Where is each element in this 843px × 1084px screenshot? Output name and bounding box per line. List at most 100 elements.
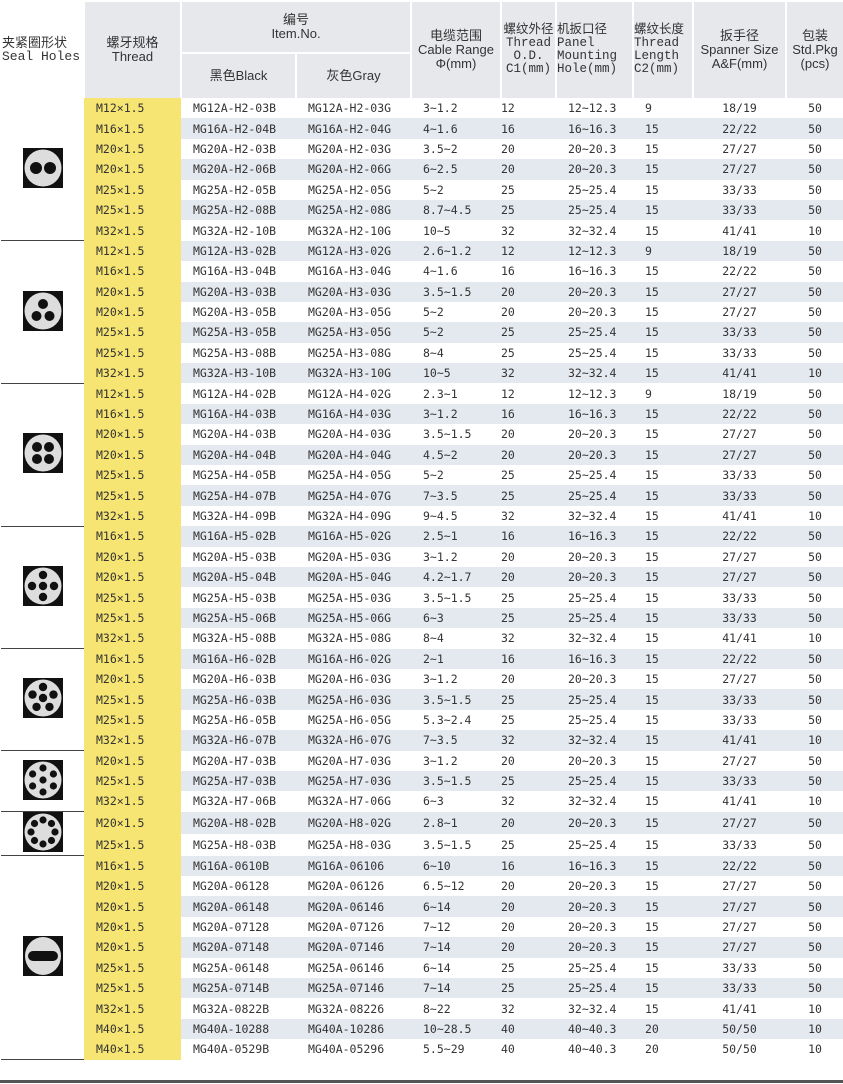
- panel-hole-cell: 25~25.4: [556, 485, 633, 506]
- cable-range-cell: 9~4.5: [423, 509, 458, 523]
- std-pkg-cell: 50: [786, 485, 843, 506]
- std-pkg-cell: 50: [786, 607, 843, 629]
- std-pkg-cell: 50: [786, 199, 843, 221]
- std-pkg-cell: 50: [786, 855, 843, 877]
- spanner-size-cell: 27/27: [693, 937, 786, 958]
- std-pkg-cell: 50: [786, 896, 843, 917]
- item-gray-cell: MG12A-H4-02G: [308, 386, 392, 401]
- spanner-size-cell: 27/27: [693, 159, 786, 180]
- thread-length-cell: 15: [645, 631, 659, 646]
- table-row: M32×1.5 MG32A-H3-10B MG32A-H3-10G 10~5 32 32~…: [1, 363, 843, 384]
- thread-length-cell: 15: [633, 281, 693, 302]
- item-black-cell: MG16A-0610B: [181, 855, 296, 877]
- thread-length-cell: 15: [633, 896, 693, 917]
- thread-length-cell: 15: [633, 730, 693, 751]
- thread-od-cell: 20: [501, 159, 556, 180]
- spanner-size-cell: 41/41: [722, 1001, 757, 1016]
- seal-holes-cell: [1, 98, 84, 242]
- thread-od-cell: 32: [501, 509, 515, 523]
- thread-length-cell: 9: [645, 101, 652, 116]
- cable-range-cell: 6~10: [411, 855, 501, 877]
- cable-range-cell: 4.5~2: [411, 444, 501, 466]
- cable-gland-spec-table: 夹紧圈形状 Seal Holes 螺牙规格 Thread 编号 Item.No. 电缆…: [0, 2, 843, 1061]
- item-gray-cell: MG20A-H2-03G: [308, 141, 392, 156]
- table-row: M20×1.5 MG20A-H4-03B MG20A-H4-03G 3.5~1.5 20…: [1, 424, 843, 445]
- table-row: M25×1.5 MG25A-H4-05B MG25A-H4-05G 5~2 25 25~2…: [1, 465, 843, 486]
- thread-cell: M20×1.5: [84, 301, 181, 323]
- thread-od-cell: 20: [501, 937, 556, 958]
- table-row: M32×1.5 MG32A-H2-10B MG32A-H2-10G 10~5 32 32~…: [1, 220, 843, 241]
- thread-length-cell: 15: [645, 837, 659, 852]
- panel-hole-cell: 32~32.4: [568, 223, 617, 238]
- thread-length-cell: 15: [633, 363, 693, 384]
- std-pkg-cell: 50: [786, 566, 843, 588]
- item-gray-cell: MG32A-08226: [308, 1001, 385, 1016]
- table-row: M20×1.5 MG20A-H2-06B MG20A-H2-06G 6~2.5 20 20…: [1, 159, 843, 180]
- cable-range-cell: 3~1.2: [423, 101, 458, 116]
- thread-od-cell: 40: [501, 1042, 515, 1057]
- item-black-cell: MG25A-H4-07B: [181, 485, 296, 506]
- table-row: M20×1.5 MG20A-07148 MG20A-07146 7~14 20 20~20…: [1, 937, 843, 958]
- spanner-size-cell: 22/22: [693, 855, 786, 877]
- item-black-cell: MG32A-0822B: [193, 1001, 270, 1016]
- thread-cell: M32×1.5: [84, 628, 181, 649]
- thread-cell: M32×1.5: [84, 730, 181, 751]
- cable-range-cell: 10~5: [411, 363, 501, 384]
- item-black-cell: MG20A-H4-04B: [181, 444, 296, 466]
- t: 电缆范围: [429, 28, 482, 43]
- spanner-size-cell: 50/50: [693, 1018, 786, 1040]
- spanner-size-cell: 41/41: [722, 631, 757, 646]
- item-gray-cell: MG25A-07146: [296, 978, 411, 999]
- thread-length-cell: 15: [633, 607, 693, 629]
- thread-cell: M25×1.5: [84, 709, 181, 731]
- thread-cell: M20×1.5: [84, 281, 181, 302]
- std-pkg-cell: 50: [786, 322, 843, 343]
- bottom-rule: [0, 1080, 843, 1083]
- header-cable-range: 电缆范围 Cable Range Φ(mm): [410, 2, 502, 98]
- panel-hole-cell: 20~20.3: [556, 159, 633, 180]
- table-row: M25×1.5 MG25A-H2-05B MG25A-H2-05G 5~2 25 25~2…: [1, 179, 843, 200]
- header-seal-holes: 夹紧圈形状 Seal Holes: [0, 2, 85, 98]
- seal-holes-cell: [1, 855, 84, 1061]
- item-black-cell: MG20A-06148: [181, 896, 296, 917]
- thread-od-cell: 20: [501, 879, 515, 894]
- spanner-size-cell: 22/22: [693, 403, 786, 425]
- table-row: M32×1.5 MG32A-H5-08B MG32A-H5-08G 8~4 32 32~3…: [1, 628, 843, 649]
- thread-length-cell: 15: [633, 444, 693, 466]
- t: Thread: [505, 36, 551, 50]
- std-pkg-cell: 50: [808, 305, 822, 320]
- thread-cell: M32×1.5: [84, 220, 181, 241]
- item-black-cell: MG12A-H4-02B: [193, 386, 277, 401]
- item-gray-cell: MG25A-H7-03G: [296, 770, 411, 792]
- spanner-size-cell: 33/33: [693, 485, 786, 506]
- std-pkg-cell: 50: [808, 182, 822, 197]
- thread-length-cell: 15: [645, 794, 659, 809]
- std-pkg-cell: 50: [786, 937, 843, 958]
- item-gray-cell: MG32A-H6-07G: [296, 730, 411, 751]
- thread-cell: M25×1.5: [84, 485, 181, 506]
- spanner-size-cell: 33/33: [693, 689, 786, 710]
- table-row: M25×1.5 MG25A-H6-05B MG25A-H6-05G 5.3~2.4 25…: [1, 709, 843, 731]
- seal-holes-cell: [1, 811, 84, 857]
- spanner-size-cell: 27/27: [722, 879, 757, 894]
- t: Std.Pkg: [792, 42, 838, 57]
- item-black-cell: MG20A-07128: [193, 920, 270, 935]
- item-black-cell: MG25A-H3-05B: [181, 322, 296, 343]
- thread-od-cell: 20: [501, 427, 515, 442]
- thread-length-cell: 15: [645, 468, 659, 483]
- cable-range-cell: 6~3: [411, 607, 501, 629]
- thread-length-cell: 15: [633, 689, 693, 710]
- item-black-cell: MG25A-H8-03B: [193, 837, 277, 852]
- t: C2(mm): [634, 62, 680, 76]
- table-row: M25×1.5 MG25A-H6-03B MG25A-H6-03G 3.5~1.5 25…: [1, 689, 843, 710]
- cable-range-cell: 4~1.6: [411, 118, 501, 139]
- spanner-size-cell: 27/27: [693, 281, 786, 302]
- spanner-size-cell: 33/33: [722, 960, 757, 975]
- header-item-en: Item.No.: [271, 26, 321, 41]
- spanner-size-cell: 41/41: [722, 509, 757, 523]
- spanner-size-cell: 22/22: [693, 526, 786, 547]
- spanner-size-cell: 22/22: [693, 118, 786, 139]
- table-row: M20×1.5 MG20A-H5-04B MG20A-H5-04G 4.2~1.7 20…: [1, 566, 843, 588]
- thread-length-cell: 15: [633, 322, 693, 343]
- table-row: M32×1.5 MG32A-0822B MG32A-08226 8~22 32 32~32…: [1, 998, 843, 1019]
